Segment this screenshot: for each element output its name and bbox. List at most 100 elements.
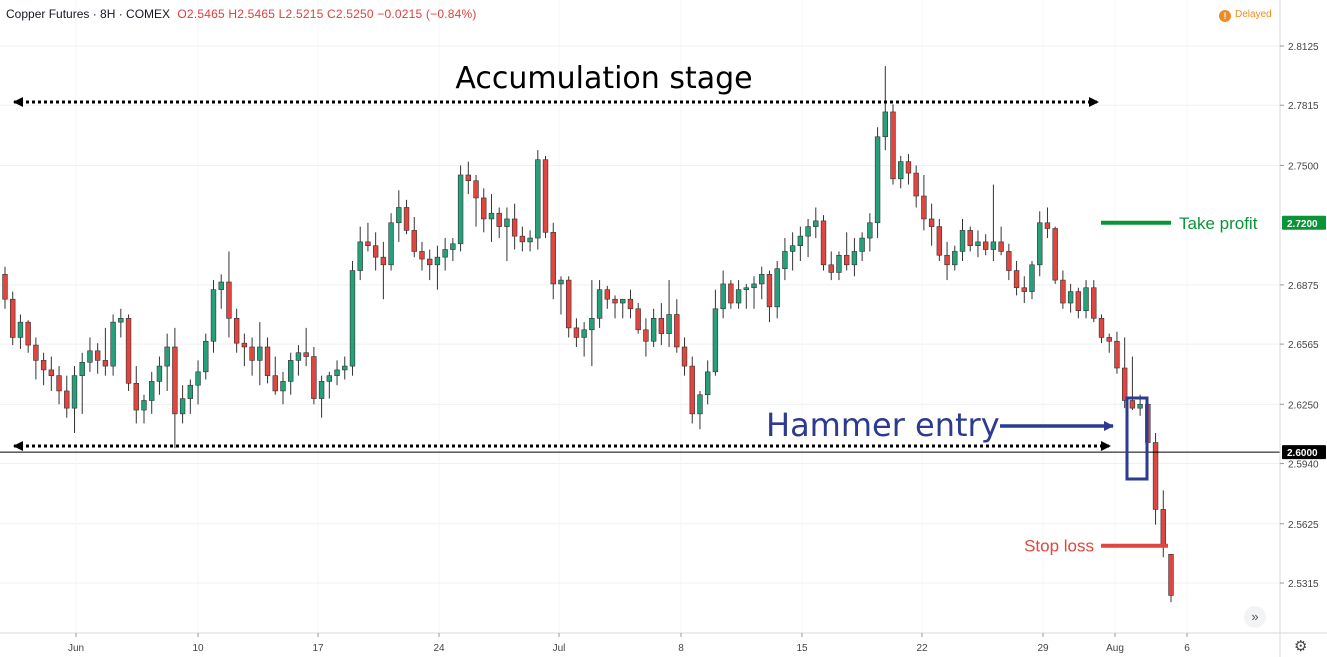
candle-body — [836, 254, 842, 273]
candle-body — [380, 256, 387, 266]
candle-body — [326, 375, 333, 382]
candle-body — [704, 371, 711, 396]
candle-body — [550, 232, 556, 285]
candle-body — [187, 384, 194, 399]
candle-body — [658, 318, 665, 334]
candle-body — [318, 381, 325, 399]
candle-body — [303, 352, 309, 357]
price-tick-label: 2.5625 — [1288, 520, 1319, 531]
candle-body — [913, 172, 919, 197]
candle-body — [396, 207, 402, 224]
candle-body — [1160, 509, 1166, 547]
scroll-to-realtime-button[interactable]: » — [1244, 606, 1266, 628]
settings-gear-icon[interactable]: ⚙ — [1294, 638, 1308, 655]
candle-body — [1083, 287, 1089, 311]
candle-body — [102, 360, 109, 367]
time-tick-label: 8 — [678, 643, 684, 654]
candle-body — [905, 161, 912, 174]
candle-body — [226, 281, 232, 319]
candle-body — [782, 251, 788, 269]
time-tick-label: 17 — [312, 643, 324, 654]
candle-body — [481, 197, 487, 220]
price-tick-label: 2.5315 — [1288, 579, 1319, 590]
candle-body — [774, 268, 780, 308]
candle-body — [195, 371, 201, 386]
candle-body — [280, 381, 286, 392]
time-tick-label: 22 — [916, 643, 928, 654]
symbol-label[interactable]: Copper Futures · 8H · COMEX — [6, 7, 171, 21]
candle-body — [890, 111, 896, 180]
candle-body — [882, 111, 888, 138]
candle-body — [967, 230, 973, 247]
price-tick-label: 2.7500 — [1288, 161, 1319, 172]
candle-body — [1098, 318, 1105, 338]
candle-body — [1075, 291, 1082, 311]
candle-body — [558, 279, 564, 285]
candle-body — [589, 318, 595, 331]
exclamation-icon: ! — [1219, 10, 1231, 22]
candle-body — [87, 350, 93, 363]
candles-group — [2, 66, 1174, 603]
candle-body — [982, 241, 989, 250]
time-tick-label: 10 — [192, 643, 204, 654]
candle-body — [110, 321, 116, 367]
price-label-text: 2.6000 — [1287, 448, 1318, 459]
candle-body — [473, 180, 479, 199]
candle-body — [1114, 340, 1120, 369]
candle-body — [990, 241, 997, 250]
candle-body — [388, 222, 394, 266]
candle-body — [17, 321, 24, 338]
candle-body — [674, 314, 680, 348]
candle-body — [650, 318, 657, 342]
candle-body — [859, 237, 865, 252]
candle-body — [334, 369, 340, 376]
candle-body — [874, 136, 881, 224]
candle-body — [71, 375, 78, 409]
candle-body — [542, 159, 549, 233]
candle-body — [1168, 554, 1174, 596]
candle-body — [411, 230, 417, 252]
time-tick-label: Jun — [68, 643, 84, 654]
stop-loss-label: Stop loss — [1024, 537, 1094, 556]
candle-body — [735, 289, 742, 304]
price-tick-label: 2.6250 — [1288, 400, 1319, 411]
candle-body — [959, 230, 966, 252]
price-label-box — [1282, 445, 1326, 460]
candle-body — [1044, 222, 1051, 229]
candle-body — [465, 174, 472, 182]
candle-body — [828, 264, 834, 273]
candle-body — [33, 344, 39, 361]
price-tick-label: 2.6565 — [1288, 340, 1319, 351]
candle-body — [843, 254, 850, 266]
candle-body — [952, 251, 958, 266]
candle-body — [257, 346, 263, 361]
candle-body — [64, 390, 70, 409]
candle-body — [627, 298, 634, 310]
candle-body — [620, 298, 626, 304]
candle-body — [751, 283, 757, 289]
candle-body — [797, 235, 804, 247]
candle-body — [1091, 287, 1097, 319]
candle-body — [133, 382, 139, 411]
candle-body — [342, 365, 348, 371]
candle-body — [372, 245, 379, 258]
time-tick-label: 15 — [796, 643, 808, 654]
candle-body — [419, 251, 425, 260]
candle-body — [288, 360, 294, 382]
delayed-badge[interactable]: ! Delayed — [1219, 9, 1272, 22]
candle-body — [1029, 264, 1035, 292]
candle-body — [141, 400, 147, 411]
candle-body — [1106, 337, 1112, 342]
take-profit-label: Take profit — [1179, 214, 1258, 233]
candle-body — [681, 346, 688, 367]
candle-body — [10, 298, 16, 338]
candle-body — [743, 287, 749, 290]
ohlc-readout: O2.5465 H2.5465 L2.5215 C2.5250 −0.0215 … — [177, 7, 477, 21]
candle-body — [179, 398, 186, 415]
candle-body — [2, 274, 8, 300]
candle-body — [403, 207, 410, 231]
candle-body — [504, 218, 510, 227]
hammer-highlight-box — [1125, 396, 1149, 481]
candle-body — [48, 369, 55, 376]
